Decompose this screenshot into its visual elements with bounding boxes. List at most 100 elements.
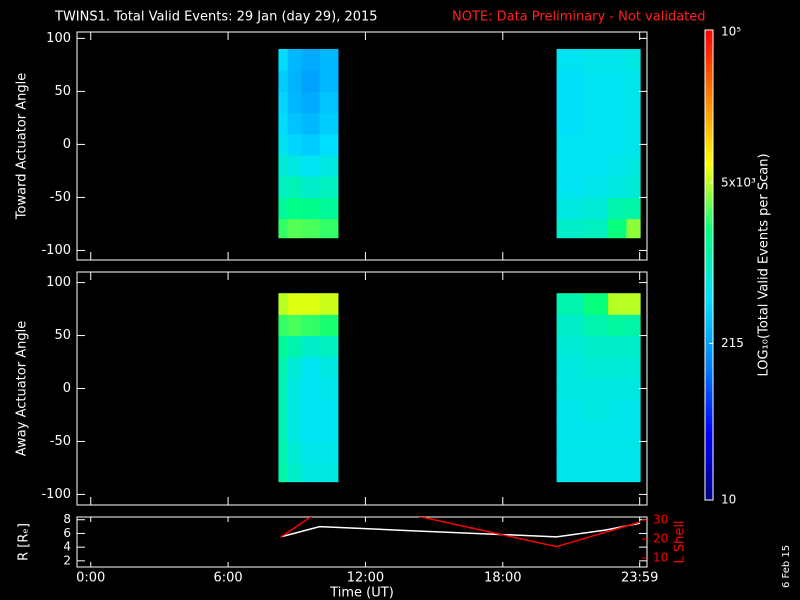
heatmap-cell <box>582 335 609 358</box>
heatmap-cell <box>556 462 584 483</box>
heatmap-cell <box>287 399 302 421</box>
heatmap-cell <box>626 91 641 114</box>
heatmap-cell <box>287 356 302 379</box>
heatmap-cell <box>556 314 584 337</box>
heatmap-cell <box>319 462 339 483</box>
heatmap-cell <box>608 399 627 421</box>
heatmap-cell <box>626 335 641 358</box>
heatmap-cell <box>278 462 289 483</box>
heatmap-cell <box>582 399 609 421</box>
heatmap-cell <box>287 48 302 71</box>
heatmap-cell <box>608 441 627 464</box>
heatmap-cell <box>301 48 321 71</box>
heatmap-cell <box>608 155 627 177</box>
heatmap-cell <box>556 420 584 442</box>
heatmap-cell <box>608 112 627 135</box>
heatmap-cell <box>556 335 584 358</box>
heatmap-cell <box>626 314 641 337</box>
heatmap-cell <box>626 377 641 400</box>
heatmap-cell <box>626 70 641 92</box>
x-tick-label: 6:00 <box>213 571 242 586</box>
heatmap-cell <box>626 441 641 464</box>
heatmap-cell <box>582 197 609 220</box>
heatmap-cell <box>608 420 627 442</box>
heatmap-cell <box>278 293 289 315</box>
heatmap-cell <box>301 112 321 135</box>
heatmap-cell <box>319 197 339 220</box>
x-tick-label: 23:59 <box>621 571 658 586</box>
heatmap-cell <box>278 399 289 421</box>
heatmap-cell <box>626 293 641 315</box>
heatmap-cell <box>626 133 641 156</box>
heatmap-cell <box>626 112 641 135</box>
heatmap-cell <box>319 356 339 379</box>
heatmap-cell <box>319 218 339 239</box>
y-axis-label: Toward Actuator Angle <box>15 73 30 220</box>
heatmap-cell <box>582 420 609 442</box>
heatmap-cell <box>287 314 302 337</box>
heatmap-cell <box>556 293 584 315</box>
heatmap-cell <box>301 335 321 358</box>
heatmap-cell <box>608 314 627 337</box>
heatmap-cell <box>287 176 302 198</box>
y-tick-label: 4 <box>63 540 71 554</box>
line <box>280 517 641 548</box>
heatmap-cell <box>626 399 641 421</box>
title: TWINS1. Total Valid Events: 29 Jan (day … <box>54 10 378 25</box>
heatmap-cell <box>301 420 321 442</box>
heatmap-cell <box>319 91 339 114</box>
heatmap-cell <box>278 356 289 379</box>
heatmap-cell <box>556 197 584 220</box>
x-axis-label: Time (UT) <box>329 586 394 600</box>
heatmap-cell <box>301 441 321 464</box>
heatmap-cell <box>278 377 289 400</box>
heatmap-cell <box>608 91 627 114</box>
heatmap-cell <box>319 441 339 464</box>
heatmap-cell <box>278 112 289 135</box>
heatmap-cell <box>278 314 289 337</box>
heatmap-cell <box>556 399 584 421</box>
heatmap-cell <box>582 462 609 483</box>
heatmap-cell <box>608 356 627 379</box>
heatmap-cell <box>608 48 627 71</box>
heatmap-cell <box>582 48 609 71</box>
heatmap-cell <box>608 377 627 400</box>
heatmap-cell <box>319 70 339 92</box>
heatmap-cell <box>319 335 339 358</box>
heatmap-cell <box>582 91 609 114</box>
heatmap-cell <box>287 70 302 92</box>
heatmap-cell <box>287 112 302 135</box>
heatmap-cell <box>287 420 302 442</box>
heatmap-cell <box>582 293 609 315</box>
date-stamp: 6 Feb 15 <box>781 545 792 588</box>
heatmap-cell <box>319 399 339 421</box>
y-tick-label: -50 <box>50 434 71 449</box>
heatmap-cell <box>626 462 641 483</box>
heatmap-cell <box>301 356 321 379</box>
heatmap-cell <box>582 218 609 239</box>
heatmap-cell <box>626 420 641 442</box>
heatmap-cell <box>582 176 609 198</box>
heatmap-cell <box>301 176 321 198</box>
heatmap-cell <box>319 377 339 400</box>
heatmap-cell <box>556 112 584 135</box>
heatmap-cell <box>582 314 609 337</box>
panel-frame <box>76 31 648 261</box>
heatmap-cell <box>608 176 627 198</box>
note: NOTE: Data Preliminary - Not validated <box>452 10 706 25</box>
heatmap-cell <box>287 155 302 177</box>
y2-tick-label: 20 <box>653 532 668 546</box>
heatmap-cell <box>608 197 627 220</box>
y-tick-label: 0 <box>63 137 71 152</box>
heatmap-cell <box>608 462 627 483</box>
x-tick-label: 12:00 <box>347 571 384 586</box>
y-tick-label: 100 <box>46 31 71 46</box>
heatmap-cell <box>556 377 584 400</box>
heatmap-cell <box>301 399 321 421</box>
heatmap-cell <box>556 133 584 156</box>
heatmap-cell <box>278 133 289 156</box>
y-tick-label: 50 <box>54 84 71 99</box>
heatmap-cell <box>301 155 321 177</box>
heatmap-cell <box>582 441 609 464</box>
